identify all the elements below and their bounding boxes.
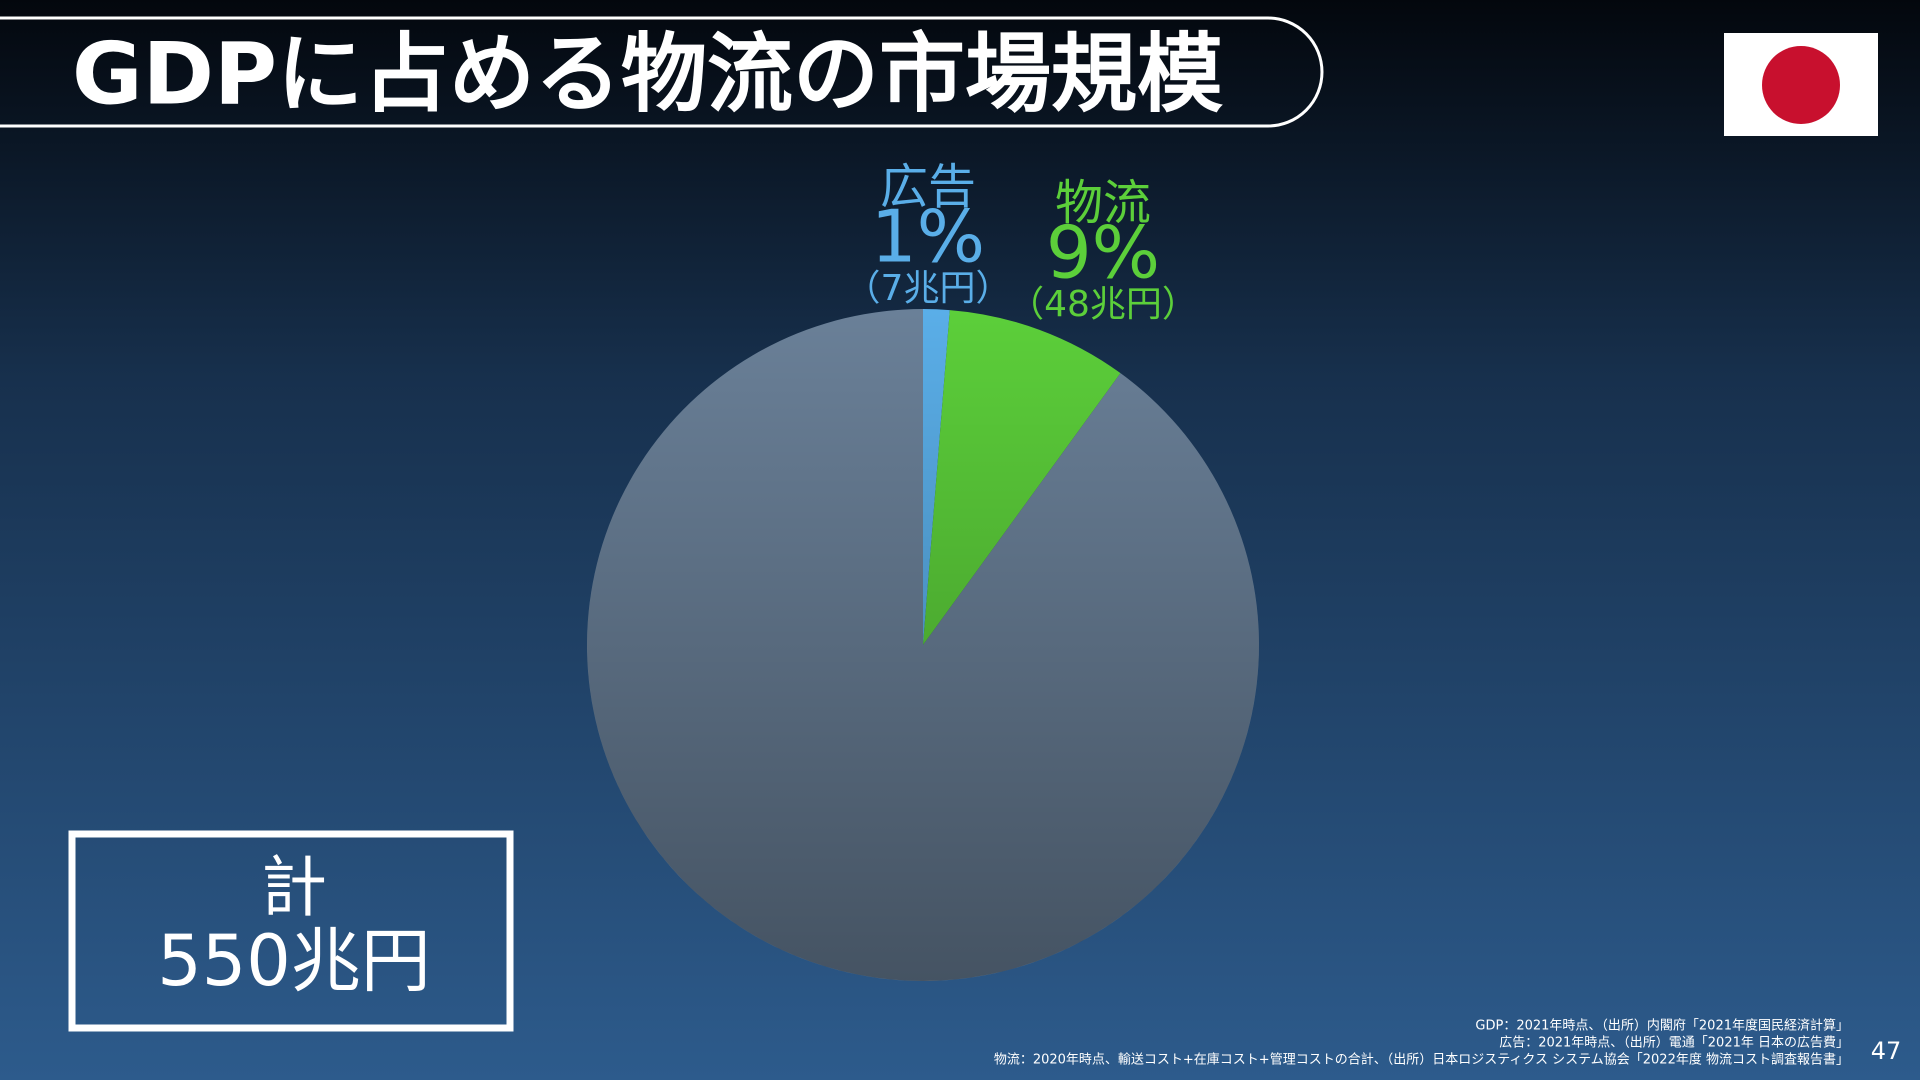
value-label: （7兆円） bbox=[845, 268, 1012, 309]
pie-slice bbox=[587, 309, 1259, 982]
page-number: 47 bbox=[1871, 1037, 1902, 1065]
source-note: 物流：2020年時点、輸送コスト+在庫コスト+管理コストの合計、（出所）日本ロジ… bbox=[994, 1052, 1849, 1068]
pie bbox=[587, 309, 1259, 982]
slice-label: 物流 bbox=[1055, 175, 1151, 231]
percent-label: 1% bbox=[871, 195, 985, 279]
flag-sun bbox=[1762, 46, 1840, 124]
total-label: 計 bbox=[261, 849, 327, 926]
value-label: （48兆円） bbox=[1008, 284, 1198, 325]
source-note: 広告：2021年時点、（出所）電通「2021年 日本の広告費」 bbox=[1499, 1036, 1849, 1051]
chart-title: GDPに占める物流の市場規模 bbox=[72, 24, 1223, 124]
percent-label: 9% bbox=[1046, 211, 1160, 295]
source-note: GDP：2021年時点、（出所）内閣府「2021年度国民経済計算」 bbox=[1475, 1018, 1849, 1034]
slice-label: 広告 bbox=[880, 159, 976, 215]
total-box bbox=[68, 830, 514, 1032]
total-value: 550兆円 bbox=[157, 920, 431, 1002]
title-frame bbox=[0, 16, 1324, 128]
